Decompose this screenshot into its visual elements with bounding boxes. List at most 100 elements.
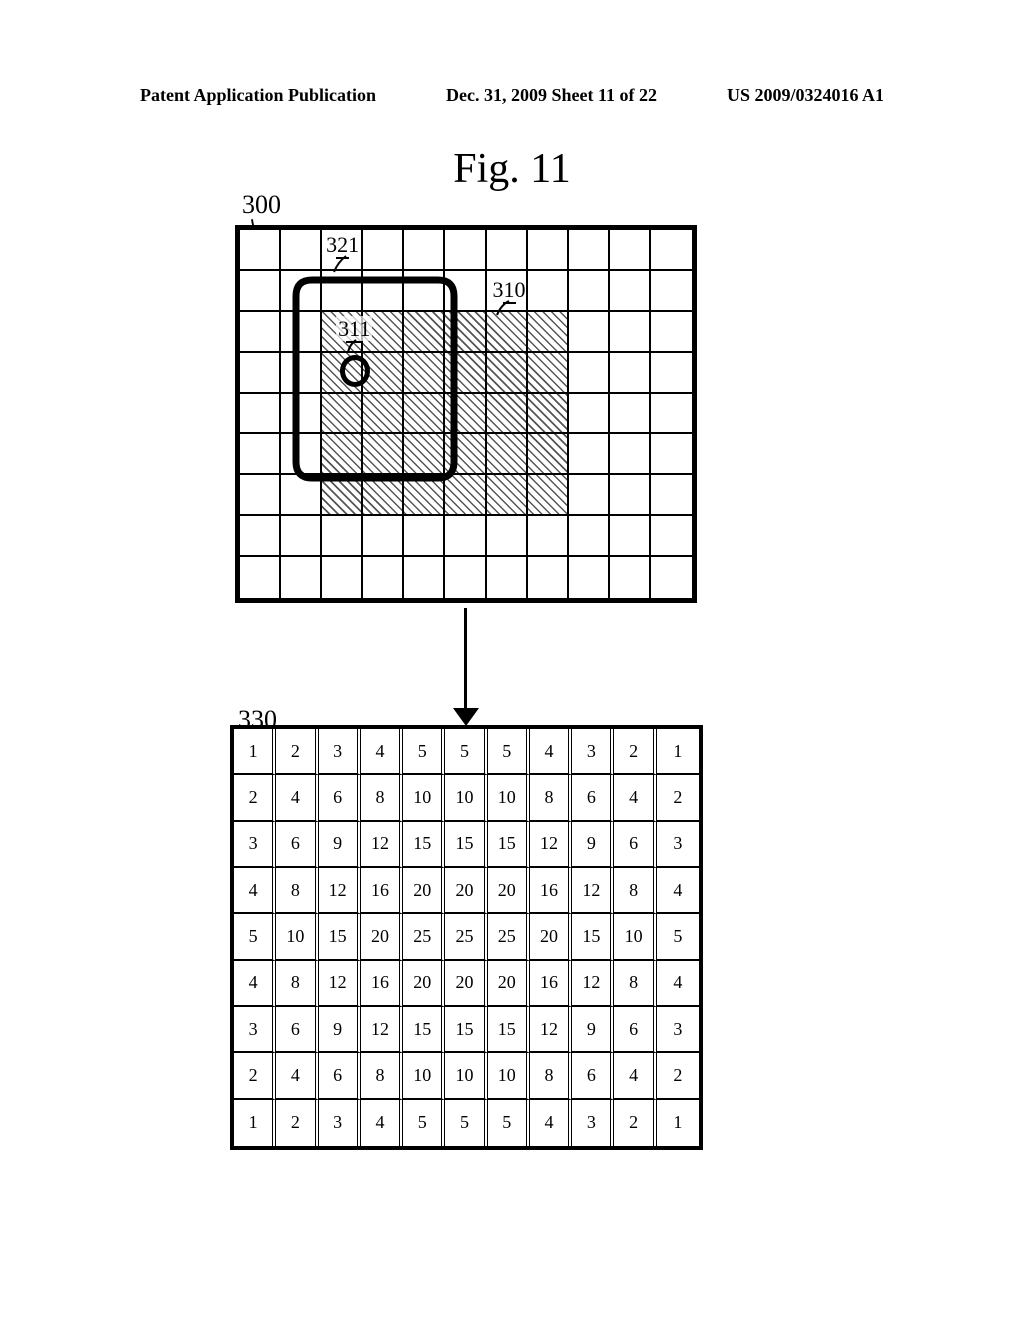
jshape-321 bbox=[240, 230, 692, 598]
table-cell: 2 bbox=[614, 729, 656, 775]
table-cell: 16 bbox=[361, 868, 403, 914]
table-cell: 15 bbox=[445, 1007, 487, 1053]
table-cell: 15 bbox=[572, 914, 614, 960]
table-cell: 4 bbox=[234, 961, 276, 1007]
table-cell: 12 bbox=[319, 868, 361, 914]
table-cell: 16 bbox=[530, 961, 572, 1007]
table-cell: 9 bbox=[319, 822, 361, 868]
label-310: 310 bbox=[493, 277, 526, 303]
header-right: US 2009/0324016 A1 bbox=[727, 85, 884, 106]
table-cell: 2 bbox=[276, 1100, 318, 1146]
table-cell: 20 bbox=[488, 961, 530, 1007]
table-cell: 15 bbox=[488, 822, 530, 868]
table-cell: 10 bbox=[488, 1053, 530, 1099]
table-cell: 8 bbox=[614, 961, 656, 1007]
table-cell: 10 bbox=[445, 775, 487, 821]
table-cell: 5 bbox=[488, 1100, 530, 1146]
table-cell: 10 bbox=[614, 914, 656, 960]
table-cell: 15 bbox=[319, 914, 361, 960]
table-cell: 15 bbox=[403, 822, 445, 868]
table-cell: 8 bbox=[276, 961, 318, 1007]
table-cell: 12 bbox=[530, 1007, 572, 1053]
lower-grid-330: 1234555432124681010108642369121515151296… bbox=[230, 725, 703, 1150]
table-cell: 8 bbox=[530, 775, 572, 821]
table-cell: 5 bbox=[234, 914, 276, 960]
table-cell: 3 bbox=[319, 729, 361, 775]
arrow-line bbox=[464, 608, 467, 713]
table-cell: 6 bbox=[319, 1053, 361, 1099]
table-cell: 12 bbox=[361, 1007, 403, 1053]
table-cell: 10 bbox=[403, 775, 445, 821]
table-cell: 12 bbox=[361, 822, 403, 868]
table-cell: 25 bbox=[403, 914, 445, 960]
table-cell: 8 bbox=[361, 1053, 403, 1099]
circle-311 bbox=[340, 355, 370, 387]
table-cell: 12 bbox=[319, 961, 361, 1007]
table-cell: 8 bbox=[361, 775, 403, 821]
table-cell: 1 bbox=[234, 729, 276, 775]
table-cell: 2 bbox=[234, 775, 276, 821]
table-cell: 2 bbox=[614, 1100, 656, 1146]
table-cell: 1 bbox=[234, 1100, 276, 1146]
table-cell: 5 bbox=[657, 914, 699, 960]
header-left: Patent Application Publication bbox=[140, 85, 376, 106]
table-cell: 9 bbox=[572, 1007, 614, 1053]
upper-grid-300: 321 310 311 bbox=[235, 225, 697, 603]
table-cell: 20 bbox=[361, 914, 403, 960]
table-cell: 2 bbox=[657, 1053, 699, 1099]
table-cell: 4 bbox=[361, 1100, 403, 1146]
table-cell: 1 bbox=[657, 1100, 699, 1146]
table-cell: 6 bbox=[276, 1007, 318, 1053]
table-cell: 5 bbox=[445, 729, 487, 775]
table-cell: 3 bbox=[234, 822, 276, 868]
table-cell: 2 bbox=[657, 775, 699, 821]
table-cell: 3 bbox=[657, 1007, 699, 1053]
table-cell: 5 bbox=[445, 1100, 487, 1146]
table-cell: 6 bbox=[614, 1007, 656, 1053]
table-cell: 5 bbox=[403, 1100, 445, 1146]
table-cell: 15 bbox=[445, 822, 487, 868]
table-cell: 15 bbox=[488, 1007, 530, 1053]
table-cell: 20 bbox=[403, 868, 445, 914]
table-cell: 25 bbox=[445, 914, 487, 960]
table-cell: 8 bbox=[276, 868, 318, 914]
table-cell: 5 bbox=[403, 729, 445, 775]
label-300: 300 bbox=[242, 190, 1024, 220]
table-cell: 5 bbox=[488, 729, 530, 775]
table-cell: 4 bbox=[276, 1053, 318, 1099]
table-cell: 3 bbox=[234, 1007, 276, 1053]
table-cell: 12 bbox=[572, 961, 614, 1007]
table-cell: 4 bbox=[530, 1100, 572, 1146]
table-cell: 4 bbox=[657, 868, 699, 914]
label-321: 321 bbox=[326, 232, 359, 258]
header-center: Dec. 31, 2009 Sheet 11 of 22 bbox=[446, 85, 657, 106]
table-cell: 20 bbox=[488, 868, 530, 914]
table-cell: 3 bbox=[319, 1100, 361, 1146]
table-cell: 6 bbox=[276, 822, 318, 868]
table-cell: 16 bbox=[530, 868, 572, 914]
table-cell: 8 bbox=[614, 868, 656, 914]
table-cell: 2 bbox=[276, 729, 318, 775]
table-cell: 16 bbox=[361, 961, 403, 1007]
table-cell: 4 bbox=[276, 775, 318, 821]
table-cell: 10 bbox=[445, 1053, 487, 1099]
table-cell: 6 bbox=[572, 775, 614, 821]
table-cell: 4 bbox=[614, 775, 656, 821]
page-header: Patent Application Publication Dec. 31, … bbox=[0, 85, 1024, 106]
table-cell: 12 bbox=[530, 822, 572, 868]
table-cell: 2 bbox=[234, 1053, 276, 1099]
table-cell: 9 bbox=[319, 1007, 361, 1053]
table-cell: 8 bbox=[530, 1053, 572, 1099]
table-cell: 10 bbox=[276, 914, 318, 960]
table-cell: 3 bbox=[657, 822, 699, 868]
table-cell: 3 bbox=[572, 729, 614, 775]
table-cell: 3 bbox=[572, 1100, 614, 1146]
table-cell: 20 bbox=[403, 961, 445, 1007]
table-cell: 20 bbox=[530, 914, 572, 960]
lower-grid-cells: 1234555432124681010108642369121515151296… bbox=[234, 729, 699, 1146]
table-cell: 6 bbox=[572, 1053, 614, 1099]
table-cell: 4 bbox=[234, 868, 276, 914]
table-cell: 12 bbox=[572, 868, 614, 914]
table-cell: 4 bbox=[530, 729, 572, 775]
table-cell: 20 bbox=[445, 868, 487, 914]
